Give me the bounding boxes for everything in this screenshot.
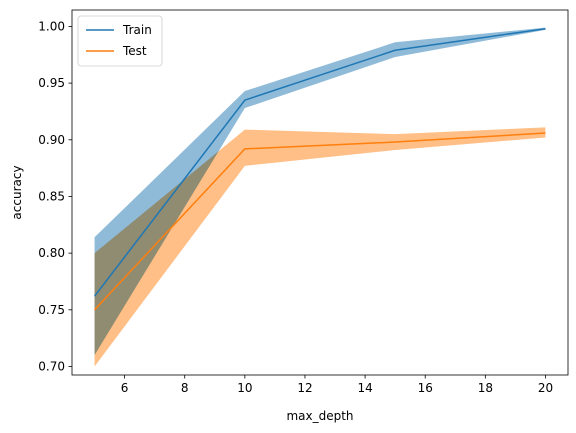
plot-area: 6 8 10 12 14 16 18 20 0.70 0.75 0.80 0.85 0.90 0.95 1… bbox=[38, 9, 569, 395]
x-tick-label: 6 bbox=[121, 381, 129, 395]
x-tick-label: 10 bbox=[237, 381, 252, 395]
line-test bbox=[94, 132, 546, 311]
legend-label-test: Test bbox=[122, 44, 147, 58]
x-tick-label: 18 bbox=[478, 381, 493, 395]
legend: Train Test bbox=[77, 15, 163, 67]
y-tick-label: 0.75 bbox=[38, 303, 65, 317]
x-tick-label: 14 bbox=[357, 381, 372, 395]
x-tick-label: 20 bbox=[538, 381, 553, 395]
confidence-bands bbox=[94, 27, 546, 367]
legend-box bbox=[77, 15, 163, 67]
y-axis-ticks: 0.70 0.75 0.80 0.85 0.90 0.95 1.00 bbox=[38, 19, 72, 373]
y-tick-label: 0.70 bbox=[38, 359, 65, 373]
line-train bbox=[93, 27, 546, 297]
x-axis-ticks: 6 8 10 12 14 16 18 20 bbox=[121, 375, 553, 395]
series-lines bbox=[93, 27, 546, 311]
y-axis-label: accuracy bbox=[10, 165, 24, 219]
y-tick-label: 0.80 bbox=[38, 246, 65, 260]
axes-frame bbox=[71, 9, 569, 376]
x-tick-label: 16 bbox=[418, 381, 433, 395]
band-train bbox=[94, 27, 546, 356]
band-test bbox=[94, 127, 546, 367]
y-tick-label: 0.95 bbox=[38, 76, 65, 90]
x-axis-label: max_depth bbox=[286, 409, 353, 423]
y-tick-label: 0.90 bbox=[38, 133, 65, 147]
x-tick-label: 8 bbox=[181, 381, 189, 395]
y-tick-label: 1.00 bbox=[38, 19, 65, 33]
legend-label-train: Train bbox=[122, 23, 152, 37]
y-tick-label: 0.85 bbox=[38, 189, 65, 203]
x-tick-label: 12 bbox=[297, 381, 312, 395]
